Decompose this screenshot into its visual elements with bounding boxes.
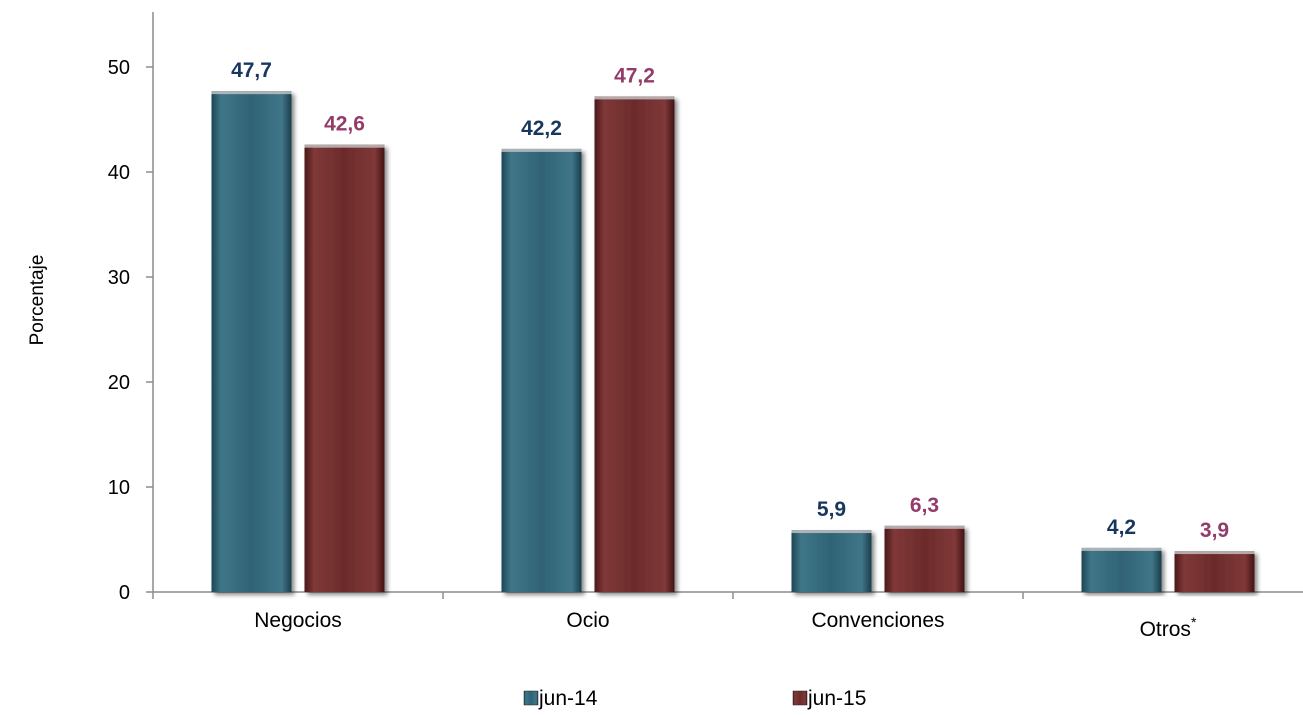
- data-label: 6,3: [910, 494, 939, 517]
- data-label: 42,2: [521, 117, 562, 140]
- bar-top-bevel: [211, 91, 292, 95]
- bar-body: [1174, 551, 1255, 592]
- bar-body: [304, 144, 385, 592]
- bar-top-bevel: [1174, 551, 1255, 555]
- bar-top-bevel: [304, 144, 385, 148]
- bar-jun-15-convenciones: [884, 525, 965, 592]
- category-labels: Negocios Ocio Convenciones Otros*: [254, 609, 1197, 641]
- category-label: Negocios: [254, 609, 342, 632]
- legend-swatch: [523, 690, 539, 706]
- data-label: 42,6: [324, 113, 365, 136]
- bar-top-bevel: [791, 530, 872, 534]
- legend-label: jun-14: [538, 687, 598, 710]
- data-label: 3,9: [1200, 519, 1229, 542]
- y-axis-ticks: 0 10 20 30 40 50: [108, 57, 153, 604]
- bar-body: [791, 530, 872, 592]
- category-label: Otros*: [1140, 614, 1197, 641]
- bar-jun-14-otros: [1081, 547, 1162, 592]
- bar-jun-14-ocio: [501, 148, 582, 592]
- bar-jun-14-convenciones: [791, 530, 872, 592]
- y-tick-label: 50: [108, 57, 130, 79]
- legend-item-jun-15: jun-15: [792, 687, 866, 710]
- bar-top-bevel: [594, 96, 675, 100]
- bar-body: [884, 525, 965, 592]
- legend-label: jun-15: [807, 687, 866, 710]
- y-tick-label: 30: [108, 267, 130, 289]
- category-label: Convenciones: [811, 609, 944, 632]
- bar-top-bevel: [884, 525, 965, 529]
- bar-top-bevel: [501, 148, 582, 152]
- category-label: Ocio: [566, 609, 609, 632]
- value-labels: 47,7 42,6 42,2 47,2 5,9 6,3 4,2 3,9: [231, 59, 1229, 542]
- bar-body: [211, 91, 292, 593]
- x-axis-ticks: [152, 592, 1024, 599]
- bar-jun-14-negocios: [211, 91, 292, 593]
- data-label: 5,9: [817, 498, 846, 521]
- bar-top-bevel: [1081, 547, 1162, 551]
- y-tick-label: 20: [108, 372, 130, 394]
- bar-body: [594, 96, 675, 593]
- legend-item-jun-14: jun-14: [523, 687, 598, 710]
- data-label: 47,7: [231, 59, 272, 82]
- legend: jun-14 jun-15: [523, 687, 866, 710]
- y-axis-label: Porcentaje: [27, 255, 48, 346]
- bar-jun-15-ocio: [594, 96, 675, 593]
- legend-swatch: [792, 690, 808, 706]
- y-tick-label: 10: [108, 477, 130, 499]
- bars: [211, 91, 1255, 593]
- data-label: 4,2: [1107, 516, 1136, 539]
- data-label: 47,2: [614, 64, 655, 87]
- bar-body: [1081, 547, 1162, 592]
- bar-jun-15-negocios: [304, 144, 385, 592]
- bar-body: [501, 148, 582, 592]
- y-tick-label: 40: [108, 162, 130, 184]
- bar-jun-15-otros: [1174, 551, 1255, 592]
- y-tick-label: 0: [119, 582, 130, 604]
